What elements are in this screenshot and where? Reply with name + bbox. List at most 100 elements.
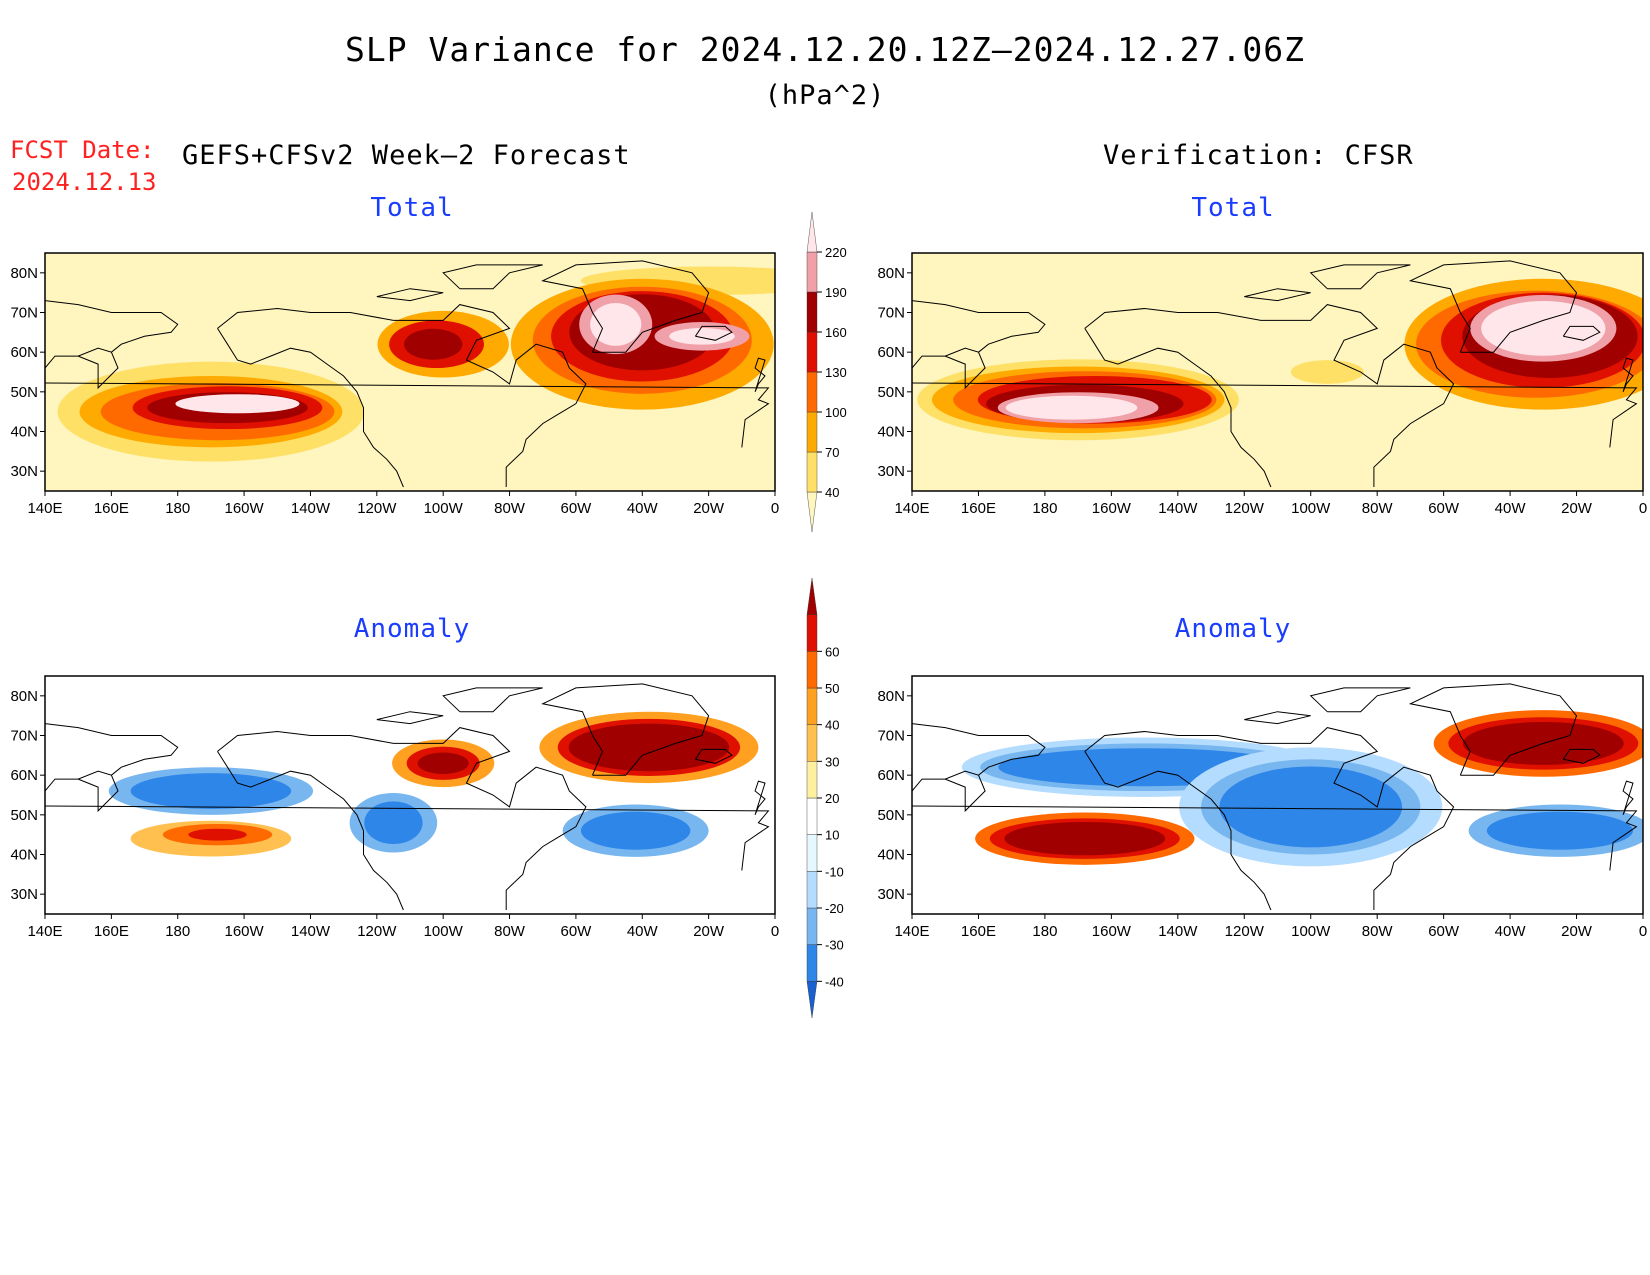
colorbar-total-swatch	[806, 331, 818, 373]
lon-label: 140E	[27, 500, 62, 517]
panel-title-verification-total: Total	[1191, 193, 1275, 223]
lon-label: 180	[165, 500, 190, 517]
coastline	[1244, 288, 1311, 302]
coastline	[1562, 325, 1601, 341]
field-shading	[45, 683, 770, 911]
coastline	[45, 347, 119, 390]
lat-label: 60N	[10, 344, 38, 361]
lon-label: 160W	[1092, 500, 1132, 517]
lat-label: 30N	[877, 463, 905, 480]
coastline	[217, 304, 587, 487]
fcst-date-label: FCST Date:	[10, 136, 155, 164]
colorbar-total-level: 160	[825, 325, 847, 340]
lon-label: 140W	[291, 500, 331, 517]
lat-label: 70N	[877, 728, 905, 745]
main-title: SLP Variance for 2024.12.20.12Z–2024.12.…	[345, 30, 1305, 69]
panel-title-forecast-total: Total	[370, 193, 454, 223]
map-panel-vf-total: 80N 70N 60N 50N 40N 30N 140E 160E 180 160W 140W 120…	[877, 252, 1647, 517]
coastline	[45, 723, 179, 776]
colorbar-total-level: 40	[825, 485, 839, 500]
forecast-heading: GEFS+CFSv2 Week–2 Forecast	[182, 140, 631, 171]
coastline	[1084, 328, 1272, 488]
colorbar-anomaly-swatch	[806, 981, 818, 1019]
lat-label: 50N	[877, 384, 905, 401]
colorbar-anomaly-level: 50	[825, 681, 839, 696]
lon-label: 100W	[1291, 923, 1331, 940]
colorbar-anomaly-level: 10	[825, 828, 839, 843]
coastline	[442, 687, 543, 713]
lon-label: 120W	[1225, 923, 1265, 940]
lon-label: 160W	[224, 500, 264, 517]
colorbar-anomaly-swatch	[806, 761, 818, 799]
lon-label: 60W	[560, 923, 592, 940]
field-blob	[568, 723, 730, 772]
coastline	[541, 683, 710, 776]
field-blob	[404, 328, 463, 360]
lon-label: 80W	[494, 923, 526, 940]
coastline	[694, 325, 733, 341]
colorbar-anomaly-level: -10	[825, 864, 844, 879]
lon-label: 20W	[693, 923, 725, 940]
fcst-date-value: 2024.12.13	[12, 168, 157, 196]
map-panel-fc-anom: 80N 70N 60N 50N 40N 30N 140E 160E 180 160W 140W 120…	[10, 675, 779, 940]
field-blob	[364, 801, 423, 845]
field-blob	[175, 394, 300, 414]
lat-label: 80N	[877, 688, 905, 705]
lon-label: 140W	[1158, 500, 1198, 517]
colorbar-total-swatch	[806, 211, 818, 253]
map-frame	[911, 675, 1644, 915]
lon-label: 20W	[693, 500, 725, 517]
lat-label: 80N	[10, 265, 38, 282]
colorbar-anomaly-level: -30	[825, 938, 844, 953]
coastline	[45, 805, 770, 871]
colorbar-anomaly-swatch	[806, 797, 818, 835]
field-blob	[1219, 766, 1403, 848]
lon-label: 100W	[424, 500, 464, 517]
lat-label: 70N	[10, 305, 38, 322]
lon-label: 160E	[94, 500, 129, 517]
lon-label: 140W	[291, 923, 331, 940]
lat-label: 70N	[10, 728, 38, 745]
lon-label: 0	[1639, 923, 1647, 940]
coastline	[45, 382, 770, 448]
lon-label: 180	[1032, 923, 1057, 940]
lon-label: 120W	[1225, 500, 1265, 517]
field-blob	[1290, 360, 1364, 384]
colorbar-anomaly: -40 -30 -20 -10 10 20 30 40 50 60	[806, 577, 844, 1019]
coastline	[1408, 260, 1578, 353]
map-panel-vf-anom: 80N 70N 60N 50N 40N 30N 140E 160E 180 160W 140W 120…	[877, 675, 1647, 940]
colorbar-anomaly-swatch	[806, 651, 818, 689]
lon-label: 180	[165, 923, 190, 940]
coastline	[912, 770, 986, 813]
coastline	[1244, 711, 1311, 725]
lat-label: 50N	[877, 807, 905, 824]
colorbar-anomaly-level: 30	[825, 754, 839, 769]
panel-title-forecast-anomaly: Anomaly	[353, 614, 471, 644]
lat-label: 40N	[10, 847, 38, 864]
lat-label: 30N	[10, 886, 38, 903]
colorbar-anomaly-level: 20	[825, 791, 839, 806]
lon-label: 60W	[560, 500, 592, 517]
colorbar-anomaly-swatch	[806, 834, 818, 872]
colorbar-total: 40 70 100 130 160 190 220	[806, 211, 847, 533]
coastline	[45, 770, 119, 813]
coastline	[1084, 304, 1455, 487]
lon-label: 180	[1032, 500, 1057, 517]
lon-label: 40W	[1495, 923, 1527, 940]
lat-label: 30N	[877, 886, 905, 903]
colorbar-anomaly-swatch	[806, 687, 818, 725]
lon-label: 140E	[894, 923, 929, 940]
lon-label: 100W	[1291, 500, 1331, 517]
colorbar-total-swatch	[806, 371, 818, 413]
colorbar-anomaly-swatch	[806, 724, 818, 762]
lon-label: 40W	[1495, 500, 1527, 517]
lat-label: 40N	[877, 847, 905, 864]
coastline	[912, 300, 1046, 353]
colorbar-total-level: 100	[825, 405, 847, 420]
lon-label: 140W	[1158, 923, 1198, 940]
lat-label: 50N	[10, 807, 38, 824]
colorbar-total-swatch	[806, 251, 818, 293]
map-frame	[44, 675, 776, 915]
lat-label: 60N	[10, 767, 38, 784]
lon-label: 0	[771, 500, 779, 517]
